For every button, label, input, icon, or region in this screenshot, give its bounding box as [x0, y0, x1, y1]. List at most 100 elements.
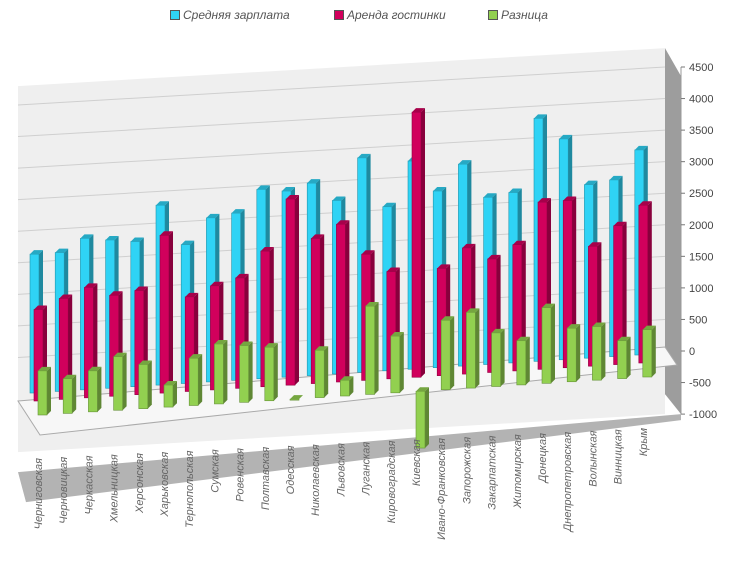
- x-axis: Черниговская Черновицкая Черкасская Хмельни…: [33, 428, 650, 540]
- bar-top: [340, 376, 354, 381]
- category-label: Черновицкая: [58, 457, 70, 524]
- bar-top: [458, 160, 472, 165]
- category-label: Киевская: [411, 439, 423, 486]
- bar-top: [264, 343, 278, 348]
- bar-top: [311, 234, 325, 239]
- y-tick-label: 0: [689, 346, 695, 358]
- bar-1-23: [613, 221, 627, 365]
- bar-top: [189, 354, 203, 359]
- bar-2-9: [264, 343, 278, 402]
- chart-legend: Средняя зарплата Аренда гостинки Разница: [0, 6, 739, 26]
- bar-side: [651, 325, 656, 377]
- bar-side: [47, 366, 51, 415]
- bar-top: [361, 250, 375, 255]
- bar-side: [622, 221, 627, 365]
- bar-side: [601, 322, 606, 381]
- bar-top: [584, 180, 598, 185]
- gridline: [17, 161, 666, 201]
- bar-front: [411, 111, 422, 378]
- bar-top: [534, 114, 547, 119]
- bar-side: [475, 308, 480, 389]
- bar-top: [206, 213, 220, 218]
- bar-2-22: [592, 322, 606, 381]
- bar-top: [332, 196, 346, 201]
- bar-front: [390, 335, 401, 394]
- bar-top: [441, 316, 455, 321]
- category-label: Харьковская: [159, 452, 171, 518]
- bar-front: [592, 326, 602, 381]
- bar-1-5: [159, 231, 173, 394]
- bar-top: [260, 247, 274, 252]
- y-tick-label: 1500: [689, 251, 713, 263]
- bar-side: [626, 336, 631, 379]
- legend-swatch-salary: [170, 10, 180, 20]
- y-tick-label: 3500: [689, 125, 713, 137]
- legend-swatch-rent: [334, 10, 344, 20]
- category-label: Волынская: [587, 430, 599, 486]
- bar-side: [173, 380, 177, 408]
- bar-top: [156, 201, 169, 206]
- y-tick-label: 500: [689, 314, 707, 326]
- bar-top: [307, 179, 321, 184]
- legend-item-rent[interactable]: Аренда гостинки: [334, 8, 446, 22]
- bars: [29, 108, 656, 449]
- bar-front: [113, 356, 123, 411]
- bar-top: [542, 303, 555, 308]
- bar-front: [491, 332, 501, 387]
- bar-top: [113, 352, 127, 357]
- bar-top: [357, 153, 371, 158]
- bar-2-3: [113, 352, 127, 411]
- bar-2-16: [440, 316, 455, 390]
- bar-2-20: [541, 303, 555, 384]
- bar-top: [282, 186, 295, 191]
- bar-top: [412, 108, 425, 113]
- bar-top: [235, 273, 249, 278]
- gridline: [17, 66, 666, 106]
- bar-front: [566, 327, 577, 383]
- y-tick-label: 3000: [689, 157, 713, 169]
- category-label: Тернопольская: [184, 450, 196, 527]
- y-tick-label: 4000: [689, 94, 713, 106]
- legend-item-salary[interactable]: Средняя зарплата: [170, 8, 290, 22]
- bar-front: [336, 223, 346, 383]
- bar-front: [466, 312, 476, 389]
- bar-2-1: [62, 374, 77, 414]
- bar-2-17: [466, 308, 480, 389]
- bar-top: [508, 188, 522, 193]
- bar-top: [638, 201, 652, 206]
- bar-1-15: [411, 108, 425, 378]
- bar-side: [374, 302, 379, 395]
- bar-top: [315, 346, 329, 351]
- bar-front: [37, 370, 48, 416]
- category-label: Днепропетровская: [562, 432, 574, 534]
- bar-side: [122, 352, 127, 411]
- category-label: Запорожская: [461, 437, 473, 504]
- bar-front: [214, 343, 224, 405]
- category-label: Донецкая: [537, 433, 549, 485]
- bar-side: [525, 336, 530, 385]
- bar-front: [138, 364, 149, 409]
- bar-2-12: [340, 376, 354, 397]
- bar-top: [592, 322, 606, 327]
- category-label: Луганская: [361, 442, 373, 496]
- bar-top: [538, 198, 551, 203]
- bar-1-10: [285, 194, 299, 386]
- bar-top: [609, 175, 623, 180]
- bar-top: [88, 366, 102, 371]
- legend-item-diff[interactable]: Разница: [488, 8, 548, 22]
- bar-top: [559, 134, 573, 139]
- bar-top: [134, 286, 148, 291]
- bar-2-14: [390, 332, 404, 394]
- bar-2-0: [37, 366, 51, 416]
- category-label: Сумская: [209, 449, 221, 493]
- gridline: [17, 129, 666, 169]
- bar-top: [105, 235, 119, 240]
- category-label: Черниговская: [33, 458, 45, 530]
- bar-side: [248, 341, 253, 403]
- bar-top: [181, 240, 195, 245]
- bar-front: [285, 198, 296, 386]
- category-label: Винницкая: [613, 429, 625, 484]
- bar-1-12: [336, 220, 350, 383]
- y-tick-label: 2000: [689, 220, 713, 232]
- bar-side: [500, 328, 505, 387]
